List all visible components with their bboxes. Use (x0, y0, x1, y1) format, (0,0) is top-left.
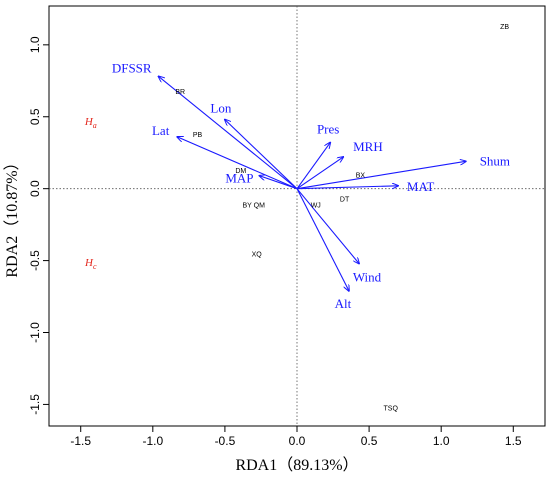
y-tick-label: -1.5 (28, 394, 42, 415)
group-label-subscript: c (93, 262, 97, 271)
x-tick-label: -1.5 (70, 434, 91, 448)
vector-arrow (296, 188, 349, 291)
vector-label: Wind (353, 269, 382, 284)
site-label: XQ (252, 251, 263, 258)
vector-label: MRH (353, 139, 383, 154)
vector-label: Lat (152, 123, 170, 138)
x-tick-label: 1.5 (505, 434, 522, 448)
site-label: PB (193, 132, 203, 139)
group-label-subscript: a (93, 121, 97, 130)
site-label: WJ (311, 202, 321, 209)
y-tick-label: 0.5 (28, 108, 42, 125)
site-label: BR (175, 89, 185, 96)
vector-label: Alt (335, 296, 352, 311)
vector-arrow (177, 137, 298, 190)
group-label: Hc (84, 257, 97, 271)
reference-lines (49, 6, 545, 426)
y-tick-label: 0.0 (28, 180, 42, 197)
vector-arrow (296, 188, 359, 264)
x-tick-label: -1.0 (142, 434, 163, 448)
x-axis: -1.5 -1.0 -0.5 0.0 0.5 1.0 1.5 (70, 426, 522, 448)
site-label: BY QM (243, 202, 266, 209)
y-axis-title: RDA2（10.87%） (3, 154, 21, 277)
y-tick-label: -0.5 (28, 250, 42, 271)
group-label-letter: H (84, 257, 94, 269)
vector-arrow (296, 157, 343, 190)
site-labels: ZB BR PB DM BX DT WJ BY QM XQ TSQ (175, 24, 509, 412)
x-tick-label: 1.0 (433, 434, 450, 448)
vector-label: Shum (480, 153, 510, 168)
site-label: ZB (500, 24, 509, 31)
vector-label: Pres (317, 122, 339, 137)
vector-arrow (296, 161, 466, 190)
x-tick-label: 0.5 (361, 434, 378, 448)
site-label: TSQ (384, 405, 399, 412)
vector-arrow (296, 186, 398, 190)
group-label-letter: H (84, 116, 94, 128)
vector-label: MAP (225, 171, 253, 186)
vector-arrow (260, 176, 298, 190)
site-label: BX (356, 172, 366, 179)
x-tick-label: 0.0 (289, 434, 306, 448)
y-tick-label: 1.0 (28, 36, 42, 53)
group-label: Ha (84, 116, 97, 130)
vector-label: DFSSR (112, 60, 152, 75)
vector-arrow (225, 120, 298, 190)
x-tick-label: -0.5 (215, 434, 236, 448)
y-axis: -1.5 -1.0 -0.5 0.0 0.5 1.0 (28, 36, 49, 415)
x-axis-title: RDA1（89.13%） (235, 456, 358, 474)
vector-label: Lon (210, 101, 231, 116)
site-label: DM (235, 168, 246, 175)
site-label: DT (340, 197, 350, 204)
vector-arrow (159, 76, 298, 190)
vector-label: MAT (407, 179, 435, 194)
y-tick-label: -1.0 (28, 322, 42, 343)
vector-arrow (296, 143, 330, 189)
